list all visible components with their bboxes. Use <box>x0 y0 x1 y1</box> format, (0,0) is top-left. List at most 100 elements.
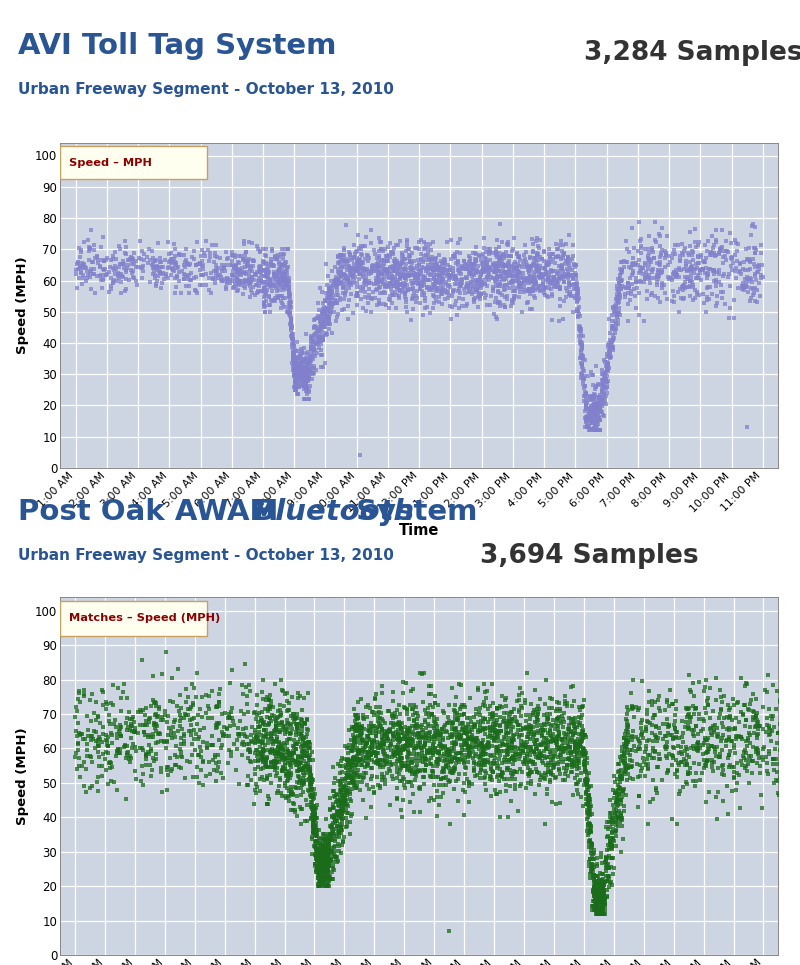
Point <box>656 278 669 293</box>
Point <box>470 272 482 288</box>
Point <box>502 753 515 768</box>
Point <box>527 254 540 269</box>
Point <box>588 886 601 901</box>
Point <box>589 868 602 883</box>
Point <box>594 880 606 896</box>
Point <box>312 859 325 874</box>
Point <box>329 788 342 804</box>
Point <box>306 807 319 822</box>
Point <box>274 277 286 292</box>
Point <box>446 735 458 751</box>
Point <box>620 736 633 752</box>
Point <box>591 420 604 435</box>
Point <box>290 357 303 372</box>
Point <box>476 263 489 279</box>
Point <box>319 860 332 875</box>
Point <box>522 717 535 732</box>
Point <box>103 756 116 771</box>
Point <box>307 822 320 838</box>
Point <box>75 256 88 271</box>
Point <box>278 755 291 770</box>
Point <box>480 755 493 770</box>
Point <box>572 734 585 750</box>
Point <box>290 741 302 757</box>
Point <box>115 268 128 284</box>
Point <box>642 683 655 699</box>
Point <box>334 774 346 789</box>
Point <box>535 746 548 761</box>
Point <box>537 274 550 290</box>
Point <box>308 847 321 863</box>
Point <box>377 262 390 277</box>
Point <box>314 856 327 871</box>
Point <box>610 286 623 301</box>
Point <box>350 711 363 727</box>
Point <box>172 724 185 739</box>
Point <box>91 784 104 799</box>
Point <box>244 260 257 275</box>
Point <box>613 300 626 316</box>
Point <box>370 270 382 286</box>
Point <box>408 260 421 275</box>
Point <box>736 758 749 773</box>
Point <box>302 761 314 777</box>
Point <box>106 735 118 751</box>
Point <box>593 423 606 438</box>
Point <box>357 750 370 765</box>
Point <box>299 377 312 393</box>
Point <box>602 868 614 884</box>
Point <box>399 243 412 259</box>
Point <box>483 272 496 288</box>
Point <box>600 369 613 384</box>
Point <box>327 784 340 799</box>
Point <box>552 259 565 274</box>
Point <box>310 851 322 867</box>
Point <box>518 734 530 750</box>
Point <box>392 714 405 730</box>
Point <box>573 333 586 348</box>
Point <box>348 273 361 289</box>
Point <box>567 757 580 772</box>
Point <box>514 749 526 764</box>
Point <box>605 805 618 820</box>
Point <box>285 759 298 775</box>
Point <box>741 271 754 287</box>
Point <box>323 310 336 325</box>
Point <box>92 736 105 752</box>
Point <box>537 744 550 759</box>
Point <box>321 852 334 868</box>
Point <box>282 284 295 299</box>
Point <box>345 277 358 292</box>
Point <box>400 734 413 750</box>
Point <box>522 727 535 742</box>
Point <box>306 363 318 378</box>
Point <box>258 744 270 759</box>
Point <box>321 831 334 846</box>
Point <box>338 829 350 844</box>
Point <box>514 284 526 299</box>
Point <box>440 759 453 775</box>
Point <box>334 249 346 264</box>
Point <box>582 797 594 813</box>
Point <box>302 760 314 776</box>
Point <box>684 260 697 275</box>
Point <box>107 260 120 275</box>
Point <box>338 248 350 263</box>
Point <box>378 296 390 312</box>
Point <box>297 765 310 781</box>
Point <box>313 876 326 892</box>
Point <box>220 729 233 744</box>
Point <box>691 286 704 301</box>
Point <box>611 818 624 834</box>
Point <box>377 265 390 281</box>
Point <box>265 731 278 746</box>
Point <box>340 819 353 835</box>
Point <box>326 864 338 879</box>
Point <box>317 870 330 886</box>
Point <box>622 733 634 749</box>
Point <box>641 283 654 298</box>
Point <box>490 760 503 776</box>
Point <box>343 753 356 768</box>
Point <box>329 276 342 291</box>
Point <box>175 286 188 301</box>
